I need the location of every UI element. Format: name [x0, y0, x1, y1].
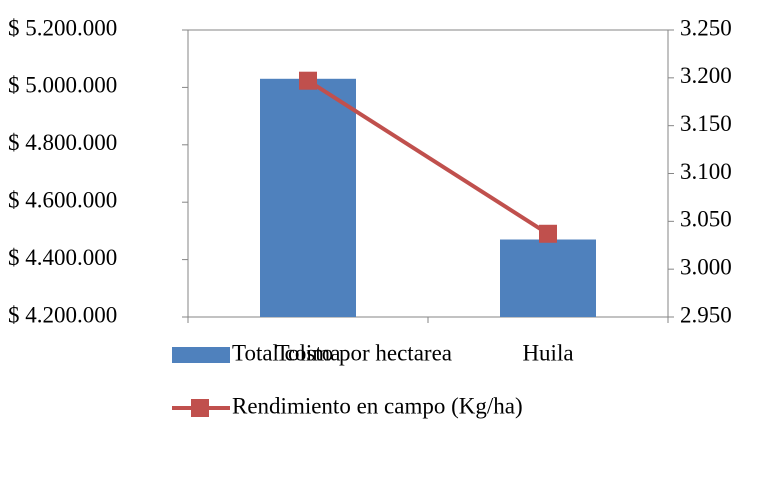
x-tick-label: Tolima — [276, 340, 341, 365]
legend-swatch — [172, 347, 230, 363]
y2-tick-label: 3.150 — [680, 111, 732, 136]
line-marker — [539, 224, 557, 243]
y-tick-label: $ 5.000.000 — [8, 73, 117, 98]
bar — [500, 239, 596, 317]
y2-tick-label: 3.250 — [680, 15, 732, 40]
legend-label: Total costo por hectarea — [232, 340, 452, 365]
y-tick-label: $ 4.400.000 — [8, 245, 117, 270]
y-tick-label: $ 4.800.000 — [8, 130, 117, 155]
line — [306, 79, 550, 236]
x-tick-label: Huila — [522, 340, 573, 365]
legend-label: Rendimiento en campo (Kg/ha) — [232, 393, 523, 418]
y2-tick-label: 2.950 — [680, 302, 732, 327]
y2-tick-label: 3.100 — [680, 159, 732, 184]
legend-marker — [191, 399, 209, 417]
y2-tick-label: 3.050 — [680, 207, 732, 232]
line-marker — [299, 71, 317, 90]
y2-tick-label: 3.200 — [680, 63, 732, 88]
y-tick-label: $ 4.200.000 — [8, 302, 117, 327]
y-tick-label: $ 5.200.000 — [8, 15, 117, 40]
bar — [260, 78, 356, 317]
y-tick-label: $ 4.600.000 — [8, 187, 117, 212]
y2-tick-label: 3.000 — [680, 254, 732, 279]
